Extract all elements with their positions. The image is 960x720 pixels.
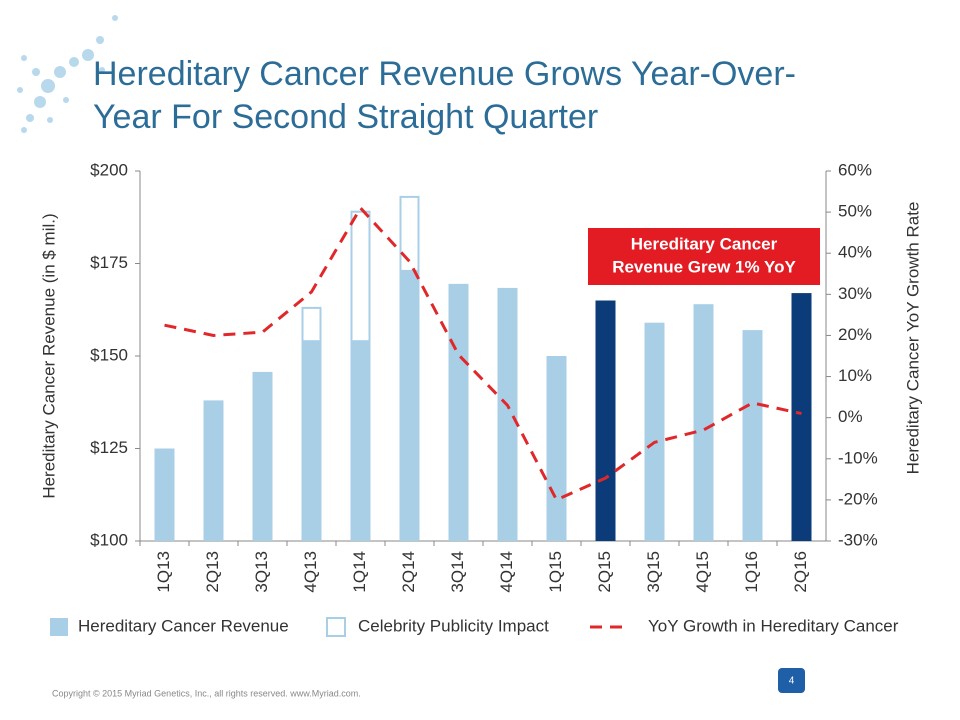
- title-line: Hereditary Cancer Revenue Grows Year-Ove…: [93, 55, 796, 93]
- legend-label: Celebrity Publicity Impact: [358, 616, 549, 635]
- bar: [301, 341, 322, 541]
- footer: Copyright © 2015 Myriad Genetics, Inc., …: [52, 688, 361, 698]
- bar: [154, 448, 175, 541]
- legend-label: Hereditary Cancer Revenue: [78, 616, 289, 635]
- y2-tick-label: 20%: [838, 325, 872, 344]
- bar: [497, 287, 518, 541]
- x-tick-label: 2Q13: [203, 551, 222, 593]
- y-axis-title: Hereditary Cancer Revenue (in $ mil.): [39, 213, 58, 498]
- annotation-text: Hereditary Cancer: [631, 234, 778, 253]
- x-tick-label: 1Q15: [546, 551, 565, 593]
- bar: [203, 400, 224, 541]
- bar: [644, 322, 665, 541]
- bar: [595, 300, 616, 541]
- y-tick-label: $150: [90, 345, 128, 364]
- page-number: 4: [789, 676, 795, 687]
- decoration: [17, 15, 118, 133]
- impact-bar: [350, 210, 371, 343]
- y2-axis-title: Hereditary Cancer YoY Growth Rate: [903, 202, 922, 475]
- x-tick-label: 1Q14: [350, 551, 369, 593]
- legend-swatch: [50, 618, 68, 636]
- y2-tick-label: 40%: [838, 243, 872, 262]
- y-tick-label: $175: [90, 253, 128, 272]
- impact-bar: [399, 195, 420, 272]
- bar: [546, 356, 567, 541]
- bar: [791, 293, 812, 541]
- title-line: Year For Second Straight Quarter: [93, 98, 598, 136]
- x-tick-label: 3Q14: [448, 551, 467, 593]
- bar: [448, 283, 469, 541]
- y2-tick-label: 10%: [838, 366, 872, 385]
- legend-label: YoY Growth in Hereditary Cancer: [648, 616, 899, 635]
- y2-tick-label: -20%: [838, 489, 878, 508]
- x-tick-label: 3Q15: [644, 551, 663, 593]
- annotation-text: Revenue Grew 1% YoY: [612, 257, 796, 276]
- bar: [252, 371, 273, 541]
- bar: [350, 341, 371, 541]
- y2-tick-label: 0%: [838, 407, 863, 426]
- y-tick-label: $100: [90, 530, 128, 549]
- y2-tick-label: -30%: [838, 530, 878, 549]
- x-tick-label: 4Q15: [693, 551, 712, 593]
- y-tick-label: $125: [90, 438, 128, 457]
- bar: [399, 270, 420, 541]
- y2-tick-label: 60%: [838, 160, 872, 179]
- y2-tick-label: 50%: [838, 202, 872, 221]
- annotation-box: [588, 228, 820, 285]
- growth-line: [164, 205, 802, 502]
- page-badge: [778, 668, 805, 693]
- x-tick-label: 2Q14: [399, 551, 418, 593]
- bar: [693, 304, 714, 541]
- x-tick-label: 1Q13: [154, 551, 173, 593]
- bar: [742, 330, 763, 541]
- impact-bar: [301, 306, 322, 343]
- x-tick-label: 2Q15: [595, 551, 614, 593]
- x-tick-label: 4Q14: [497, 551, 516, 593]
- legend-swatch: [326, 617, 346, 637]
- x-tick-label: 4Q13: [301, 551, 320, 593]
- y-tick-label: $200: [90, 160, 128, 179]
- y2-tick-label: 30%: [838, 284, 872, 303]
- x-tick-label: 3Q13: [252, 551, 271, 593]
- x-tick-label: 1Q16: [742, 551, 761, 593]
- x-tick-label: 2Q16: [791, 551, 810, 593]
- y2-tick-label: -10%: [838, 448, 878, 467]
